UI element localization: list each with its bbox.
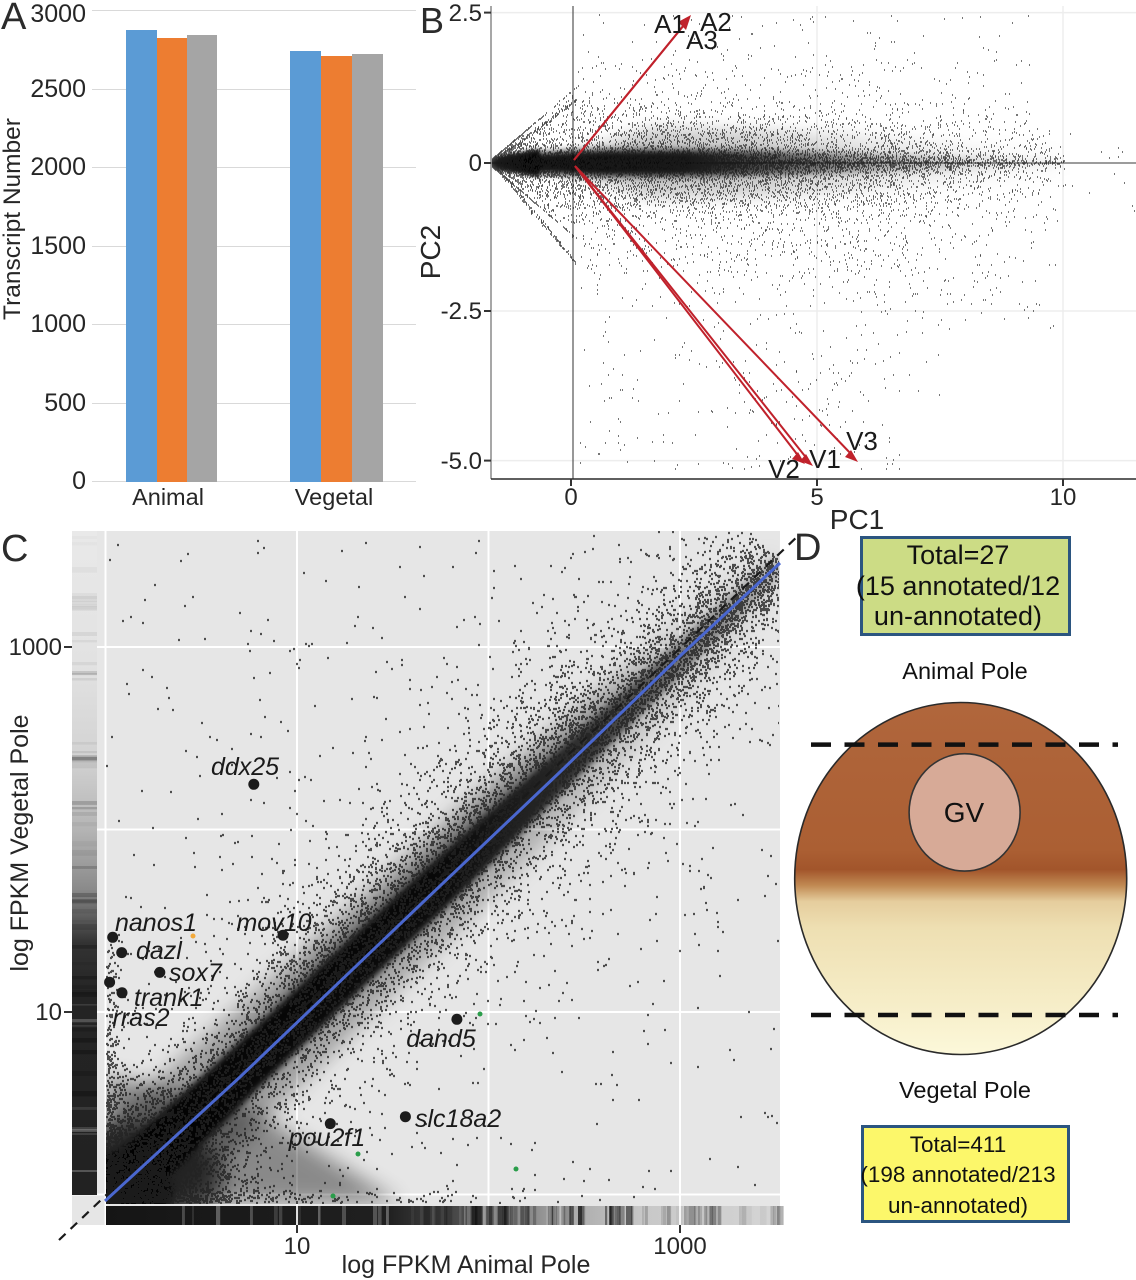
svg-text:sox7: sox7 bbox=[169, 959, 223, 987]
svg-text:10: 10 bbox=[1050, 484, 1077, 511]
svg-text:log FPKM Vegetal Pole: log FPKM Vegetal Pole bbox=[6, 714, 34, 971]
svg-text:PC2: PC2 bbox=[415, 225, 446, 279]
svg-text:-2.5: -2.5 bbox=[441, 298, 482, 325]
svg-text:V3: V3 bbox=[846, 426, 878, 456]
svg-text:5: 5 bbox=[810, 484, 823, 511]
svg-text:1000: 1000 bbox=[9, 634, 62, 661]
svg-text:slc18a2: slc18a2 bbox=[415, 1105, 501, 1133]
svg-text:0: 0 bbox=[469, 150, 482, 177]
svg-text:trank1: trank1 bbox=[134, 984, 203, 1012]
svg-text:-5.0: -5.0 bbox=[441, 448, 482, 475]
svg-text:1000: 1000 bbox=[653, 1233, 706, 1260]
svg-text:0: 0 bbox=[564, 484, 577, 511]
svg-text:pou2f1: pou2f1 bbox=[288, 1124, 365, 1152]
svg-text:PC1: PC1 bbox=[830, 504, 884, 535]
svg-text:GV: GV bbox=[944, 797, 985, 828]
svg-text:log FPKM Animal Pole: log FPKM Animal Pole bbox=[342, 1251, 591, 1279]
svg-text:10: 10 bbox=[284, 1233, 311, 1260]
svg-text:nanos1: nanos1 bbox=[115, 909, 197, 937]
svg-text:A2: A2 bbox=[700, 7, 732, 37]
svg-text:dazl: dazl bbox=[136, 937, 183, 965]
svg-text:V2: V2 bbox=[768, 454, 800, 484]
svg-text:2.5: 2.5 bbox=[449, 0, 482, 27]
svg-text:A1: A1 bbox=[654, 9, 686, 39]
svg-text:B: B bbox=[420, 0, 444, 41]
svg-text:C: C bbox=[1, 528, 28, 570]
svg-text:dand5: dand5 bbox=[406, 1025, 476, 1053]
svg-text:ddx25: ddx25 bbox=[211, 753, 279, 781]
svg-text:mov10: mov10 bbox=[236, 909, 311, 937]
svg-text:10: 10 bbox=[35, 999, 62, 1026]
svg-text:A3: A3 bbox=[686, 25, 718, 55]
svg-text:rras2: rras2 bbox=[113, 1004, 170, 1032]
svg-text:V1: V1 bbox=[809, 444, 841, 474]
